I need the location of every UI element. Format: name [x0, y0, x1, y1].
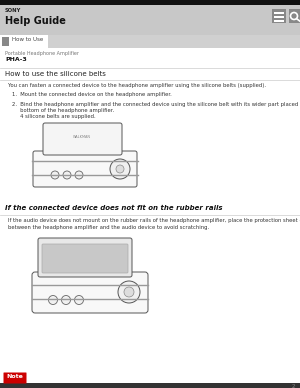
- Bar: [0, 48, 300, 383]
- Text: 1.  Mount the connected device on the headphone amplifier.: 1. Mount the connected device on the hea…: [12, 92, 172, 97]
- Circle shape: [74, 296, 83, 305]
- Text: between the headphone amplifier and the audio device to avoid scratching.: between the headphone amplifier and the …: [8, 225, 209, 230]
- Bar: [0, 0, 300, 5]
- Circle shape: [124, 287, 134, 297]
- FancyBboxPatch shape: [4, 372, 26, 383]
- Bar: [0, 35, 48, 48]
- FancyBboxPatch shape: [33, 151, 137, 187]
- Bar: [274, 12, 284, 14]
- Text: If the audio device does not mount on the rubber rails of the headphone amplifie: If the audio device does not mount on th…: [8, 218, 300, 223]
- Text: Note: Note: [7, 374, 23, 379]
- Text: WALKMAN: WALKMAN: [73, 135, 91, 139]
- Circle shape: [61, 296, 70, 305]
- Circle shape: [49, 296, 58, 305]
- Bar: [0, 35, 300, 48]
- Text: How to Use: How to Use: [12, 37, 43, 42]
- Bar: [0, 383, 300, 388]
- FancyBboxPatch shape: [38, 238, 132, 277]
- Text: 2: 2: [292, 384, 295, 388]
- Text: You can fasten a connected device to the headphone amplifier using the silicone : You can fasten a connected device to the…: [8, 83, 266, 88]
- Bar: [0, 5, 300, 35]
- Text: How to use the silicone belts: How to use the silicone belts: [5, 71, 106, 77]
- Bar: [2, 37, 9, 46]
- Circle shape: [110, 159, 130, 179]
- Bar: [274, 16, 284, 17]
- Text: bottom of the headphone amplifier.: bottom of the headphone amplifier.: [12, 108, 114, 113]
- Text: Help Guide: Help Guide: [5, 16, 66, 26]
- Text: Portable Headphone Amplifier: Portable Headphone Amplifier: [5, 51, 79, 56]
- Text: 2.  Bind the headphone amplifier and the connected device using the silicone bel: 2. Bind the headphone amplifier and the …: [12, 102, 300, 107]
- Text: 4 silicone belts are supplied.: 4 silicone belts are supplied.: [12, 114, 96, 119]
- Circle shape: [51, 171, 59, 179]
- Bar: [274, 20, 284, 21]
- FancyBboxPatch shape: [32, 272, 148, 313]
- Circle shape: [75, 171, 83, 179]
- Circle shape: [116, 165, 124, 173]
- Circle shape: [118, 281, 140, 303]
- Bar: [289, 9, 300, 23]
- Bar: [272, 9, 286, 23]
- FancyBboxPatch shape: [43, 123, 122, 155]
- Text: SONY: SONY: [5, 8, 21, 13]
- Circle shape: [63, 171, 71, 179]
- Text: PHA-3: PHA-3: [5, 57, 27, 62]
- FancyBboxPatch shape: [42, 244, 128, 273]
- Text: If the connected device does not fit on the rubber rails: If the connected device does not fit on …: [5, 205, 223, 211]
